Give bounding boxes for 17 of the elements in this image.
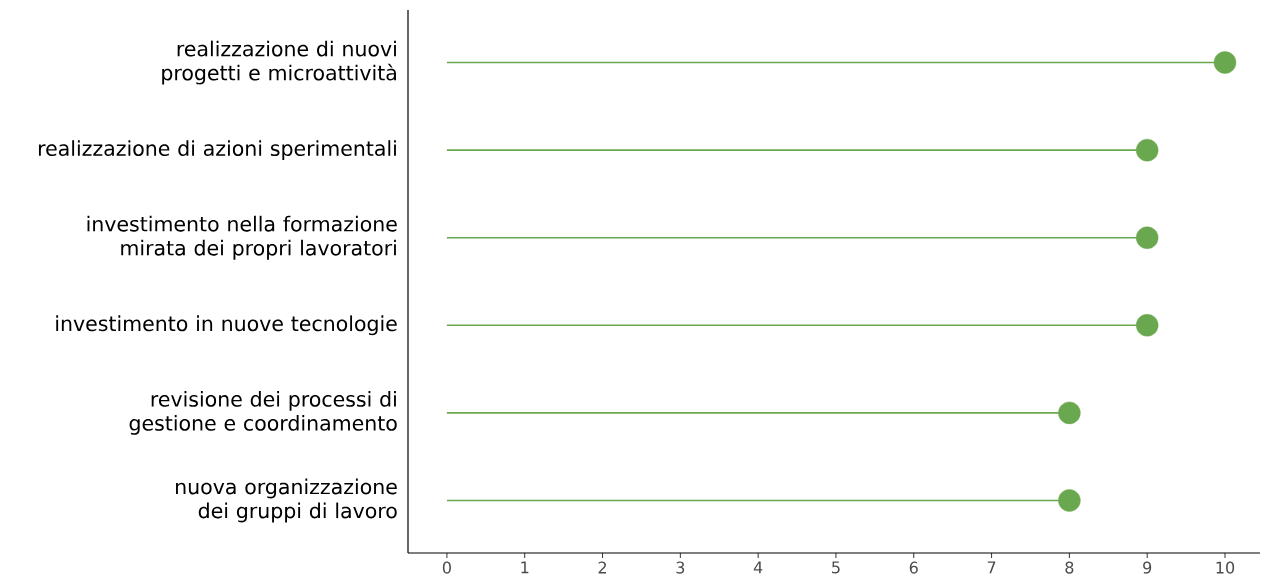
x-tick-label: 8 <box>1065 561 1074 574</box>
x-tick-label: 5 <box>832 561 840 574</box>
x-tick-label: 6 <box>909 561 918 574</box>
x-tick-label: 2 <box>598 561 607 574</box>
x-tick-label: 10 <box>1216 561 1235 574</box>
y-tick-label: realizzazione di nuovi progetti e microattività <box>162 40 396 85</box>
x-tick-label: 9 <box>1143 561 1152 574</box>
y-tick-label: nuova organizzazione dei gruppi di lavoro <box>176 478 397 523</box>
y-tick-label: investimento in nuove tecnologie <box>56 315 397 336</box>
x-tick-label: 4 <box>753 561 763 574</box>
x-tick-label: 7 <box>987 561 996 574</box>
y-tick-label: realizzazione di azioni sperimentali <box>38 140 396 161</box>
y-tick-label: investimento nella formazione mirata dei propri lavoratori <box>87 215 397 260</box>
y-tick-label: revisione dei processi di gestione e coordinamento <box>129 390 397 435</box>
x-tick-label: 1 <box>521 561 529 574</box>
x-tick-label: 0 <box>442 561 451 574</box>
x-tick-label: 3 <box>676 561 685 574</box>
